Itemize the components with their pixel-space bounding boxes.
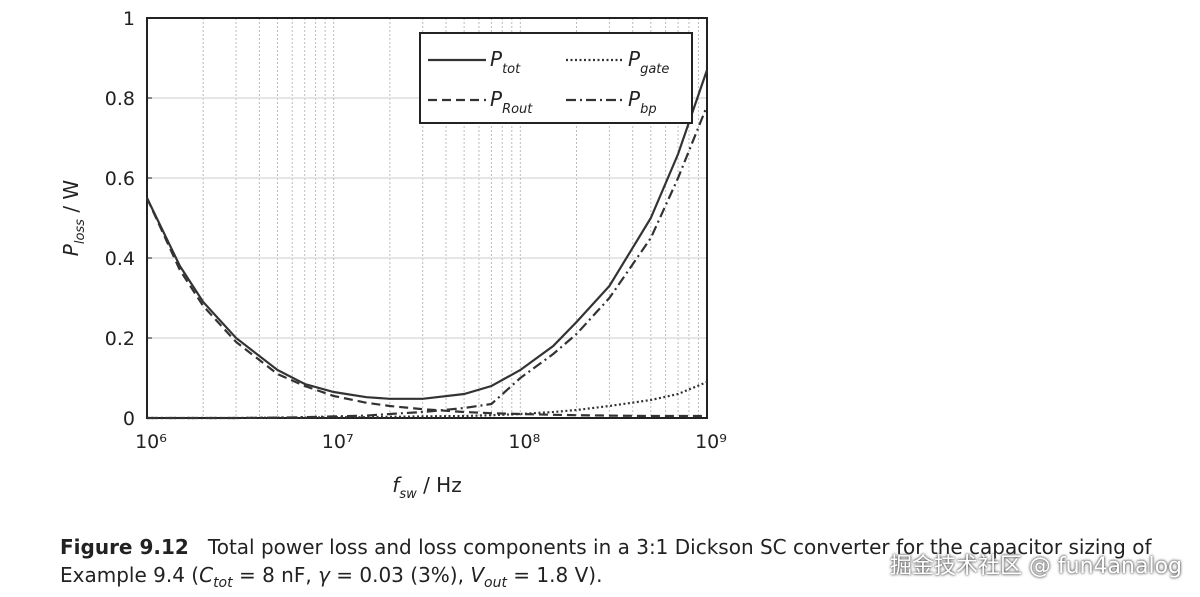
x-label-main: f — [392, 473, 402, 497]
y-tick-label: 0.8 — [105, 88, 135, 110]
legend-name: P — [628, 87, 641, 111]
y-tick-label: 1 — [123, 8, 135, 30]
series-line — [147, 380, 708, 420]
y-tick-label: 0.2 — [105, 328, 135, 350]
caption-text: = 1.8 V). — [506, 563, 603, 587]
legend-label: Ptot — [490, 47, 521, 77]
x-tick-label: 10⁹ — [695, 431, 727, 453]
legend-label: Pbp — [628, 87, 657, 117]
legend-sub: Rout — [502, 102, 533, 117]
watermark: 掘金技术社区 @ fun4analog — [889, 554, 1182, 579]
x-axis-label: fsw / Hz — [392, 473, 461, 502]
legend-sub: tot — [502, 62, 521, 77]
x-label-rest: / Hz — [417, 473, 462, 497]
y-tick-label: 0.4 — [105, 248, 135, 270]
y-label-sub: loss — [73, 219, 88, 244]
caption-line: Example 9.4 (Ctot = 8 nF, γ = 0.03 (3%),… — [60, 561, 602, 597]
series-line — [146, 69, 709, 400]
caption-symbol: C — [199, 563, 214, 587]
caption-symbol: V — [470, 563, 485, 587]
legend-sub: bp — [640, 102, 657, 117]
caption-text: = 0.03 (3%), — [329, 563, 471, 587]
legend-box — [419, 32, 693, 124]
y-tick-label: 0 — [123, 408, 135, 430]
x-tick-label: 10⁷ — [322, 431, 354, 453]
chart: Ploss / W fsw / Hz 0 0.2 0.4 0.6 0.8 1 10⁶ 10⁷ 1… — [59, 8, 727, 502]
caption-text: = 8 nF, — [232, 563, 319, 587]
x-label-sub: sw — [399, 487, 417, 502]
caption-line: Figure 9.12 Total power loss and loss co… — [60, 533, 1152, 561]
x-tick-label: 10⁸ — [508, 431, 540, 453]
caption-symbol: γ — [318, 563, 330, 587]
series-line — [147, 105, 709, 420]
y-axis-label: Ploss / W — [59, 180, 88, 257]
legend-label: PRout — [490, 87, 533, 117]
y-label-main: P — [59, 243, 83, 256]
y-label-rest: / W — [59, 180, 83, 219]
legend-name: P — [490, 47, 503, 71]
legend-sub: gate — [640, 62, 669, 77]
x-tick-label: 10⁶ — [135, 431, 167, 453]
legend-name: P — [490, 87, 503, 111]
plot-frame — [146, 17, 708, 419]
caption-text: Example 9.4 ( — [60, 563, 200, 587]
y-tick-label: 0.6 — [105, 168, 135, 190]
caption-sub: out — [484, 575, 507, 591]
caption-text: Total power loss and loss components in … — [207, 535, 1152, 559]
legend-label: Pgate — [628, 47, 669, 77]
legend-name: P — [628, 47, 641, 71]
caption-label: Figure 9.12 — [60, 535, 189, 559]
series-line — [145, 197, 707, 418]
caption-sub: tot — [213, 575, 233, 591]
